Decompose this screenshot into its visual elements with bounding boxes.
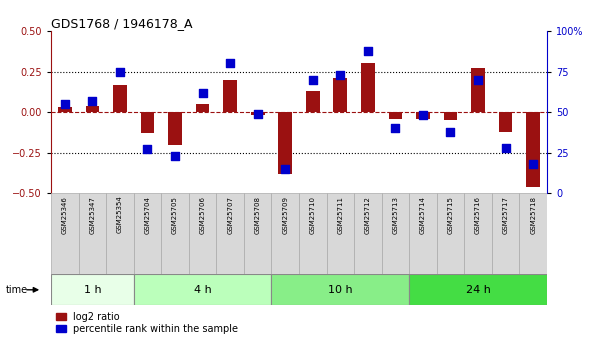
Text: GSM25709: GSM25709 (282, 196, 288, 234)
Point (253, 111, 263, 117)
Bar (409, 193, 437, 274)
Bar (326, 193, 354, 274)
Text: GSM25705: GSM25705 (172, 196, 178, 234)
Point (308, 77, 317, 82)
Bar (133, 193, 161, 274)
Bar (79, 193, 106, 274)
Text: GSM25718: GSM25718 (530, 196, 536, 234)
Bar (133, 274, 272, 305)
Text: GDS1768 / 1946178_A: GDS1768 / 1946178_A (51, 17, 192, 30)
Bar (519, 193, 547, 274)
Text: 1 h: 1 h (84, 285, 101, 295)
Bar (216, 193, 244, 274)
Point (198, 90, 207, 96)
Text: GSM25712: GSM25712 (365, 196, 371, 234)
Legend: log2 ratio, percentile rank within the sample: log2 ratio, percentile rank within the s… (56, 312, 239, 334)
Bar (58, 107, 72, 112)
Point (60, 101, 70, 107)
Bar (382, 193, 409, 274)
Bar (306, 91, 320, 112)
Point (391, 126, 400, 131)
Text: GSM25706: GSM25706 (200, 196, 206, 234)
Bar (299, 193, 326, 274)
Bar (471, 68, 485, 112)
Text: GSM25704: GSM25704 (144, 196, 150, 234)
Bar (278, 112, 292, 174)
Bar (189, 193, 216, 274)
Bar (416, 112, 430, 119)
Bar (492, 193, 519, 274)
Bar (51, 193, 79, 274)
Bar (106, 193, 133, 274)
Text: GSM25707: GSM25707 (227, 196, 233, 234)
Point (418, 112, 428, 118)
Bar (161, 193, 189, 274)
Point (170, 153, 180, 159)
Text: GSM25711: GSM25711 (337, 196, 343, 234)
Text: GSM25347: GSM25347 (90, 196, 96, 234)
Text: time: time (6, 285, 28, 295)
Bar (168, 112, 182, 145)
Point (363, 48, 373, 53)
Text: GSM25710: GSM25710 (310, 196, 316, 234)
Bar (51, 274, 133, 305)
Bar (526, 112, 540, 187)
Text: GSM25713: GSM25713 (392, 196, 398, 234)
Point (88, 98, 97, 104)
Point (142, 147, 152, 152)
Bar (388, 112, 402, 119)
Text: 10 h: 10 h (328, 285, 353, 295)
Bar (141, 112, 154, 133)
Point (446, 129, 456, 134)
Bar (444, 112, 457, 120)
Point (528, 161, 538, 167)
Text: GSM25717: GSM25717 (502, 196, 508, 234)
Point (115, 69, 125, 74)
Text: 24 h: 24 h (466, 285, 490, 295)
Bar (499, 112, 513, 131)
Bar (464, 193, 492, 274)
Text: GSM25708: GSM25708 (255, 196, 261, 234)
Point (335, 72, 345, 78)
Text: 4 h: 4 h (194, 285, 212, 295)
Bar (361, 63, 375, 112)
Point (473, 77, 483, 82)
Text: GSM25354: GSM25354 (117, 196, 123, 233)
Bar (244, 193, 272, 274)
Bar (85, 106, 99, 112)
Bar (409, 274, 547, 305)
Point (501, 145, 510, 150)
Bar (334, 78, 347, 112)
Bar (272, 193, 299, 274)
Bar (113, 85, 127, 112)
Text: GSM25714: GSM25714 (420, 196, 426, 234)
Bar (196, 104, 210, 112)
Bar (437, 193, 464, 274)
Text: GSM25346: GSM25346 (62, 196, 68, 234)
Point (225, 61, 235, 66)
Bar (354, 193, 382, 274)
Bar (223, 80, 237, 112)
Bar (251, 112, 264, 115)
Text: GSM25716: GSM25716 (475, 196, 481, 234)
Point (281, 166, 290, 171)
Text: GSM25715: GSM25715 (448, 196, 454, 234)
Bar (272, 274, 409, 305)
